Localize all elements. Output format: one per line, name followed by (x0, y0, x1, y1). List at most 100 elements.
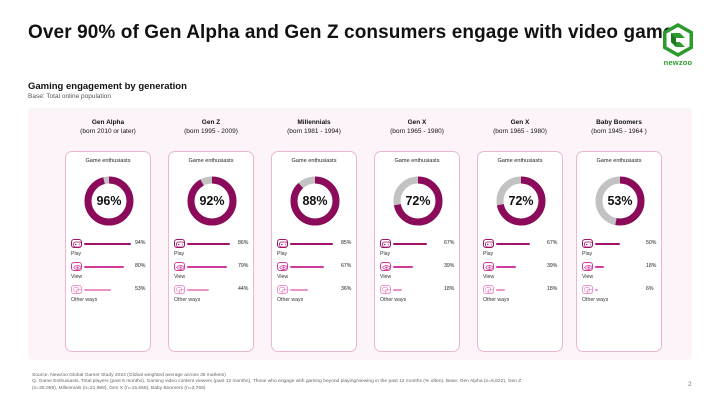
view-bar-track (496, 266, 546, 268)
generation-card: Game enthusiasts 92% 86% Play 79% View 4… (168, 151, 254, 352)
gamepad-icon (483, 239, 494, 248)
donut-value: 92% (199, 194, 225, 208)
donut-arc (595, 176, 645, 226)
play-label: Play (71, 251, 82, 257)
enthusiasts-donut (290, 176, 340, 226)
other-bar-track (595, 289, 645, 291)
donut-arc (496, 176, 546, 226)
other-bar-track (393, 289, 443, 291)
play-bar-track (393, 243, 443, 245)
other-value: 6% (646, 286, 654, 292)
play-bar (393, 243, 427, 245)
other-label: Other ways (277, 297, 304, 303)
view-bar-track (187, 266, 237, 268)
view-bar (187, 266, 227, 268)
other-bar-track (496, 289, 546, 291)
view-value: 18% (646, 263, 657, 269)
enthusiasts-donut (595, 176, 645, 226)
gamepad-icon (174, 239, 185, 248)
view-bar (290, 266, 324, 268)
donut-arc (187, 176, 237, 226)
view-bar (595, 266, 604, 268)
donut-value: 72% (508, 194, 534, 208)
generation-born: (born 1995 - 2009) (184, 128, 238, 135)
other-bar-track (187, 289, 237, 291)
play-value: 85% (341, 240, 352, 246)
generation-header: Gen X (born 1965 - 1980) (364, 118, 470, 136)
play-label: Play (174, 251, 185, 257)
view-metric: 39% View (380, 262, 458, 284)
play-bar (84, 243, 131, 245)
generation-name: Baby Boomers (596, 119, 642, 126)
logo-text: newzoo (663, 58, 693, 67)
newzoo-logo: newzoo (658, 22, 698, 70)
view-label: View (380, 274, 392, 280)
view-metric: 18% View (582, 262, 660, 284)
view-value: 67% (341, 263, 352, 269)
eye-icon (582, 262, 593, 271)
card-label: Game enthusiasts (394, 158, 440, 164)
generation-header: Gen X (born 1965 - 1980) (467, 118, 573, 136)
generation-name: Gen X (407, 119, 427, 126)
play-value: 50% (646, 240, 657, 246)
generation-name: Millennials (297, 119, 331, 126)
other-value: 18% (547, 286, 558, 292)
other-bar (496, 289, 505, 291)
chat-bubbles-icon (483, 285, 494, 294)
view-value: 39% (547, 263, 558, 269)
chat-bubbles-icon (582, 285, 593, 294)
view-bar-track (595, 266, 645, 268)
other-label: Other ways (380, 297, 407, 303)
other-metric: 6% Other ways (582, 285, 660, 307)
gamepad-icon (277, 239, 288, 248)
donut-value: 88% (302, 194, 328, 208)
view-value: 80% (135, 263, 146, 269)
enthusiasts-donut (84, 176, 134, 226)
generation-born: (born 1981 - 1994) (287, 128, 341, 135)
other-bar-track (290, 289, 340, 291)
view-bar (496, 266, 516, 268)
play-bar-track (496, 243, 546, 245)
play-metric: 85% Play (277, 239, 355, 261)
chat-bubbles-icon (71, 285, 82, 294)
donut-arc (393, 176, 443, 226)
other-bar (393, 289, 402, 291)
enthusiasts-donut (187, 176, 237, 226)
view-label: View (71, 274, 83, 280)
other-value: 44% (238, 286, 249, 292)
other-metric: 44% Other ways (174, 285, 252, 307)
other-value: 53% (135, 286, 146, 292)
card-label: Game enthusiasts (188, 158, 234, 164)
other-value: 36% (341, 286, 352, 292)
gamepad-icon (71, 239, 82, 248)
footnote: Source: Newzoo Global Gamer Study 2024 (… (32, 373, 672, 392)
play-label: Play (380, 251, 391, 257)
play-bar-track (290, 243, 340, 245)
play-value: 86% (238, 240, 249, 246)
play-value: 94% (135, 240, 146, 246)
generation-name: Gen Z (201, 119, 221, 126)
play-metric: 86% Play (174, 239, 252, 261)
other-bar (84, 289, 111, 291)
view-metric: 39% View (483, 262, 561, 284)
eye-icon (380, 262, 391, 271)
view-bar-track (290, 266, 340, 268)
view-label: View (483, 274, 495, 280)
donut-value: 53% (607, 194, 633, 208)
generation-card: Game enthusiasts 88% 85% Play 67% View 3… (271, 151, 357, 352)
play-metric: 67% Play (380, 239, 458, 261)
footnote-source: Source: Newzoo Global Gamer Study 2024 (… (32, 373, 226, 378)
generation-name: Gen X (510, 119, 530, 126)
eye-icon (277, 262, 288, 271)
play-value: 67% (444, 240, 455, 246)
chat-bubbles-icon (277, 285, 288, 294)
play-bar-track (595, 243, 645, 245)
view-value: 79% (238, 263, 249, 269)
other-metric: 36% Other ways (277, 285, 355, 307)
footnote-base: (n=25,059), Millennials (n=21,988), Gen … (32, 385, 206, 391)
donut-arc (84, 176, 134, 226)
view-metric: 79% View (174, 262, 252, 284)
generation-name: Gen Alpha (91, 119, 125, 126)
eye-icon (71, 262, 82, 271)
play-metric: 50% Play (582, 239, 660, 261)
